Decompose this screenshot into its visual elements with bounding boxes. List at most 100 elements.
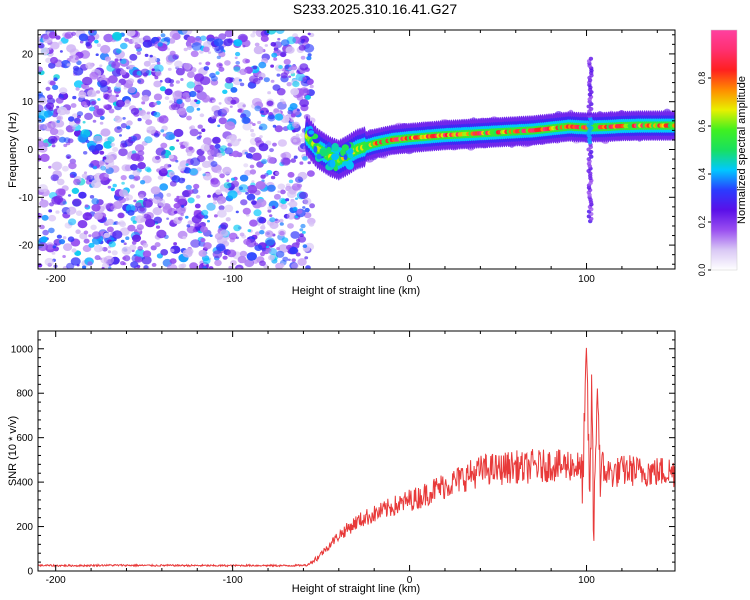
- x-tick-label: 0: [407, 274, 413, 285]
- x-tick-label: -100: [223, 274, 243, 285]
- noise-speckle: [155, 70, 162, 77]
- noise-speckle: [38, 110, 49, 120]
- noise-speckle: [231, 180, 240, 188]
- noise-speckle: [144, 213, 149, 218]
- noise-speckle: [202, 46, 210, 53]
- noise-speckle: [166, 263, 178, 269]
- noise-speckle: [239, 232, 245, 237]
- noise-speckle: [254, 105, 262, 112]
- noise-speckle: [231, 177, 235, 181]
- noise-speckle: [227, 190, 238, 199]
- noise-speckle: [290, 88, 300, 96]
- noise-speckle: [170, 102, 181, 111]
- noise-speckle: [99, 247, 104, 251]
- noise-speckle: [128, 136, 132, 140]
- noise-speckle: [306, 56, 312, 61]
- noise-speckle: [82, 212, 93, 221]
- noise-speckle: [245, 188, 248, 192]
- noise-speckle: [93, 105, 100, 110]
- noise-speckle: [273, 193, 281, 200]
- noise-speckle: [216, 62, 223, 68]
- noise-speckle: [57, 106, 68, 116]
- noise-speckle: [119, 134, 122, 137]
- noise-speckle: [264, 44, 268, 47]
- noise-speckle: [130, 261, 139, 268]
- noise-speckle: [291, 262, 299, 269]
- noise-speckle: [259, 260, 266, 267]
- noise-speckle: [272, 205, 275, 208]
- noise-speckle: [267, 91, 271, 95]
- noise-speckle: [145, 119, 153, 125]
- noise-speckle: [144, 136, 153, 144]
- noise-speckle: [59, 87, 68, 95]
- noise-speckle: [73, 178, 81, 186]
- noise-speckle: [307, 161, 312, 165]
- noise-speckle: [126, 30, 136, 37]
- noise-speckle: [218, 117, 227, 125]
- noise-speckle: [295, 241, 300, 246]
- noise-speckle: [136, 224, 144, 231]
- noise-speckle: [237, 266, 241, 269]
- noise-speckle: [198, 131, 202, 135]
- noise-speckle: [309, 84, 314, 89]
- noise-speckle: [102, 247, 108, 252]
- noise-speckle: [71, 187, 80, 194]
- noise-speckle: [220, 222, 229, 230]
- noise-speckle: [213, 38, 224, 47]
- noise-speckle: [187, 71, 195, 78]
- noise-speckle: [143, 60, 151, 67]
- noise-speckle: [224, 30, 234, 38]
- noise-speckle: [62, 236, 67, 240]
- noise-speckle: [91, 179, 102, 189]
- noise-speckle: [182, 96, 187, 100]
- noise-speckle: [302, 244, 308, 249]
- noise-speckle: [303, 197, 312, 205]
- noise-speckle: [288, 179, 294, 184]
- noise-speckle: [277, 37, 281, 41]
- noise-speckle: [70, 257, 81, 266]
- x-tick-label: -100: [223, 575, 243, 586]
- noise-speckle: [197, 90, 201, 93]
- noise-speckle: [199, 76, 211, 86]
- noise-speckle: [88, 242, 95, 248]
- noise-speckle: [130, 153, 141, 162]
- noise-speckle: [45, 57, 52, 64]
- ridge-blob: [316, 153, 322, 160]
- noise-speckle: [56, 178, 65, 186]
- noise-speckle: [87, 261, 93, 266]
- noise-speckle: [299, 233, 304, 238]
- noise-speckle: [104, 155, 115, 164]
- noise-speckle: [75, 229, 81, 234]
- ridge-blob: [342, 161, 350, 166]
- noise-speckle: [199, 50, 204, 54]
- noise-speckle: [156, 61, 161, 65]
- noise-speckle: [225, 217, 231, 222]
- noise-speckle: [137, 117, 142, 122]
- noise-speckle: [169, 248, 175, 253]
- ridge-blob: [341, 144, 349, 152]
- noise-speckle: [195, 194, 201, 199]
- noise-speckle: [270, 175, 276, 180]
- noise-speckle: [210, 178, 221, 188]
- noise-speckle: [259, 135, 263, 139]
- noise-speckle: [90, 224, 97, 230]
- noise-speckle: [153, 216, 162, 224]
- noise-speckle: [38, 97, 47, 105]
- noise-speckle: [235, 210, 239, 214]
- noise-speckle: [242, 207, 251, 215]
- noise-speckle: [120, 143, 126, 148]
- noise-speckle: [142, 39, 153, 48]
- noise-speckle: [114, 58, 119, 62]
- noise-speckle: [264, 230, 274, 238]
- noise-speckle: [89, 71, 99, 80]
- y-tick-label: 1000: [11, 344, 34, 355]
- noise-speckle: [198, 62, 202, 65]
- noise-speckle: [132, 220, 137, 224]
- noise-speckle: [252, 123, 256, 126]
- noise-speckle: [120, 261, 125, 266]
- noise-speckle: [100, 165, 107, 171]
- noise-speckle: [228, 232, 238, 240]
- noise-speckle: [307, 170, 315, 177]
- noise-speckle: [48, 209, 53, 213]
- noise-speckle: [39, 213, 43, 217]
